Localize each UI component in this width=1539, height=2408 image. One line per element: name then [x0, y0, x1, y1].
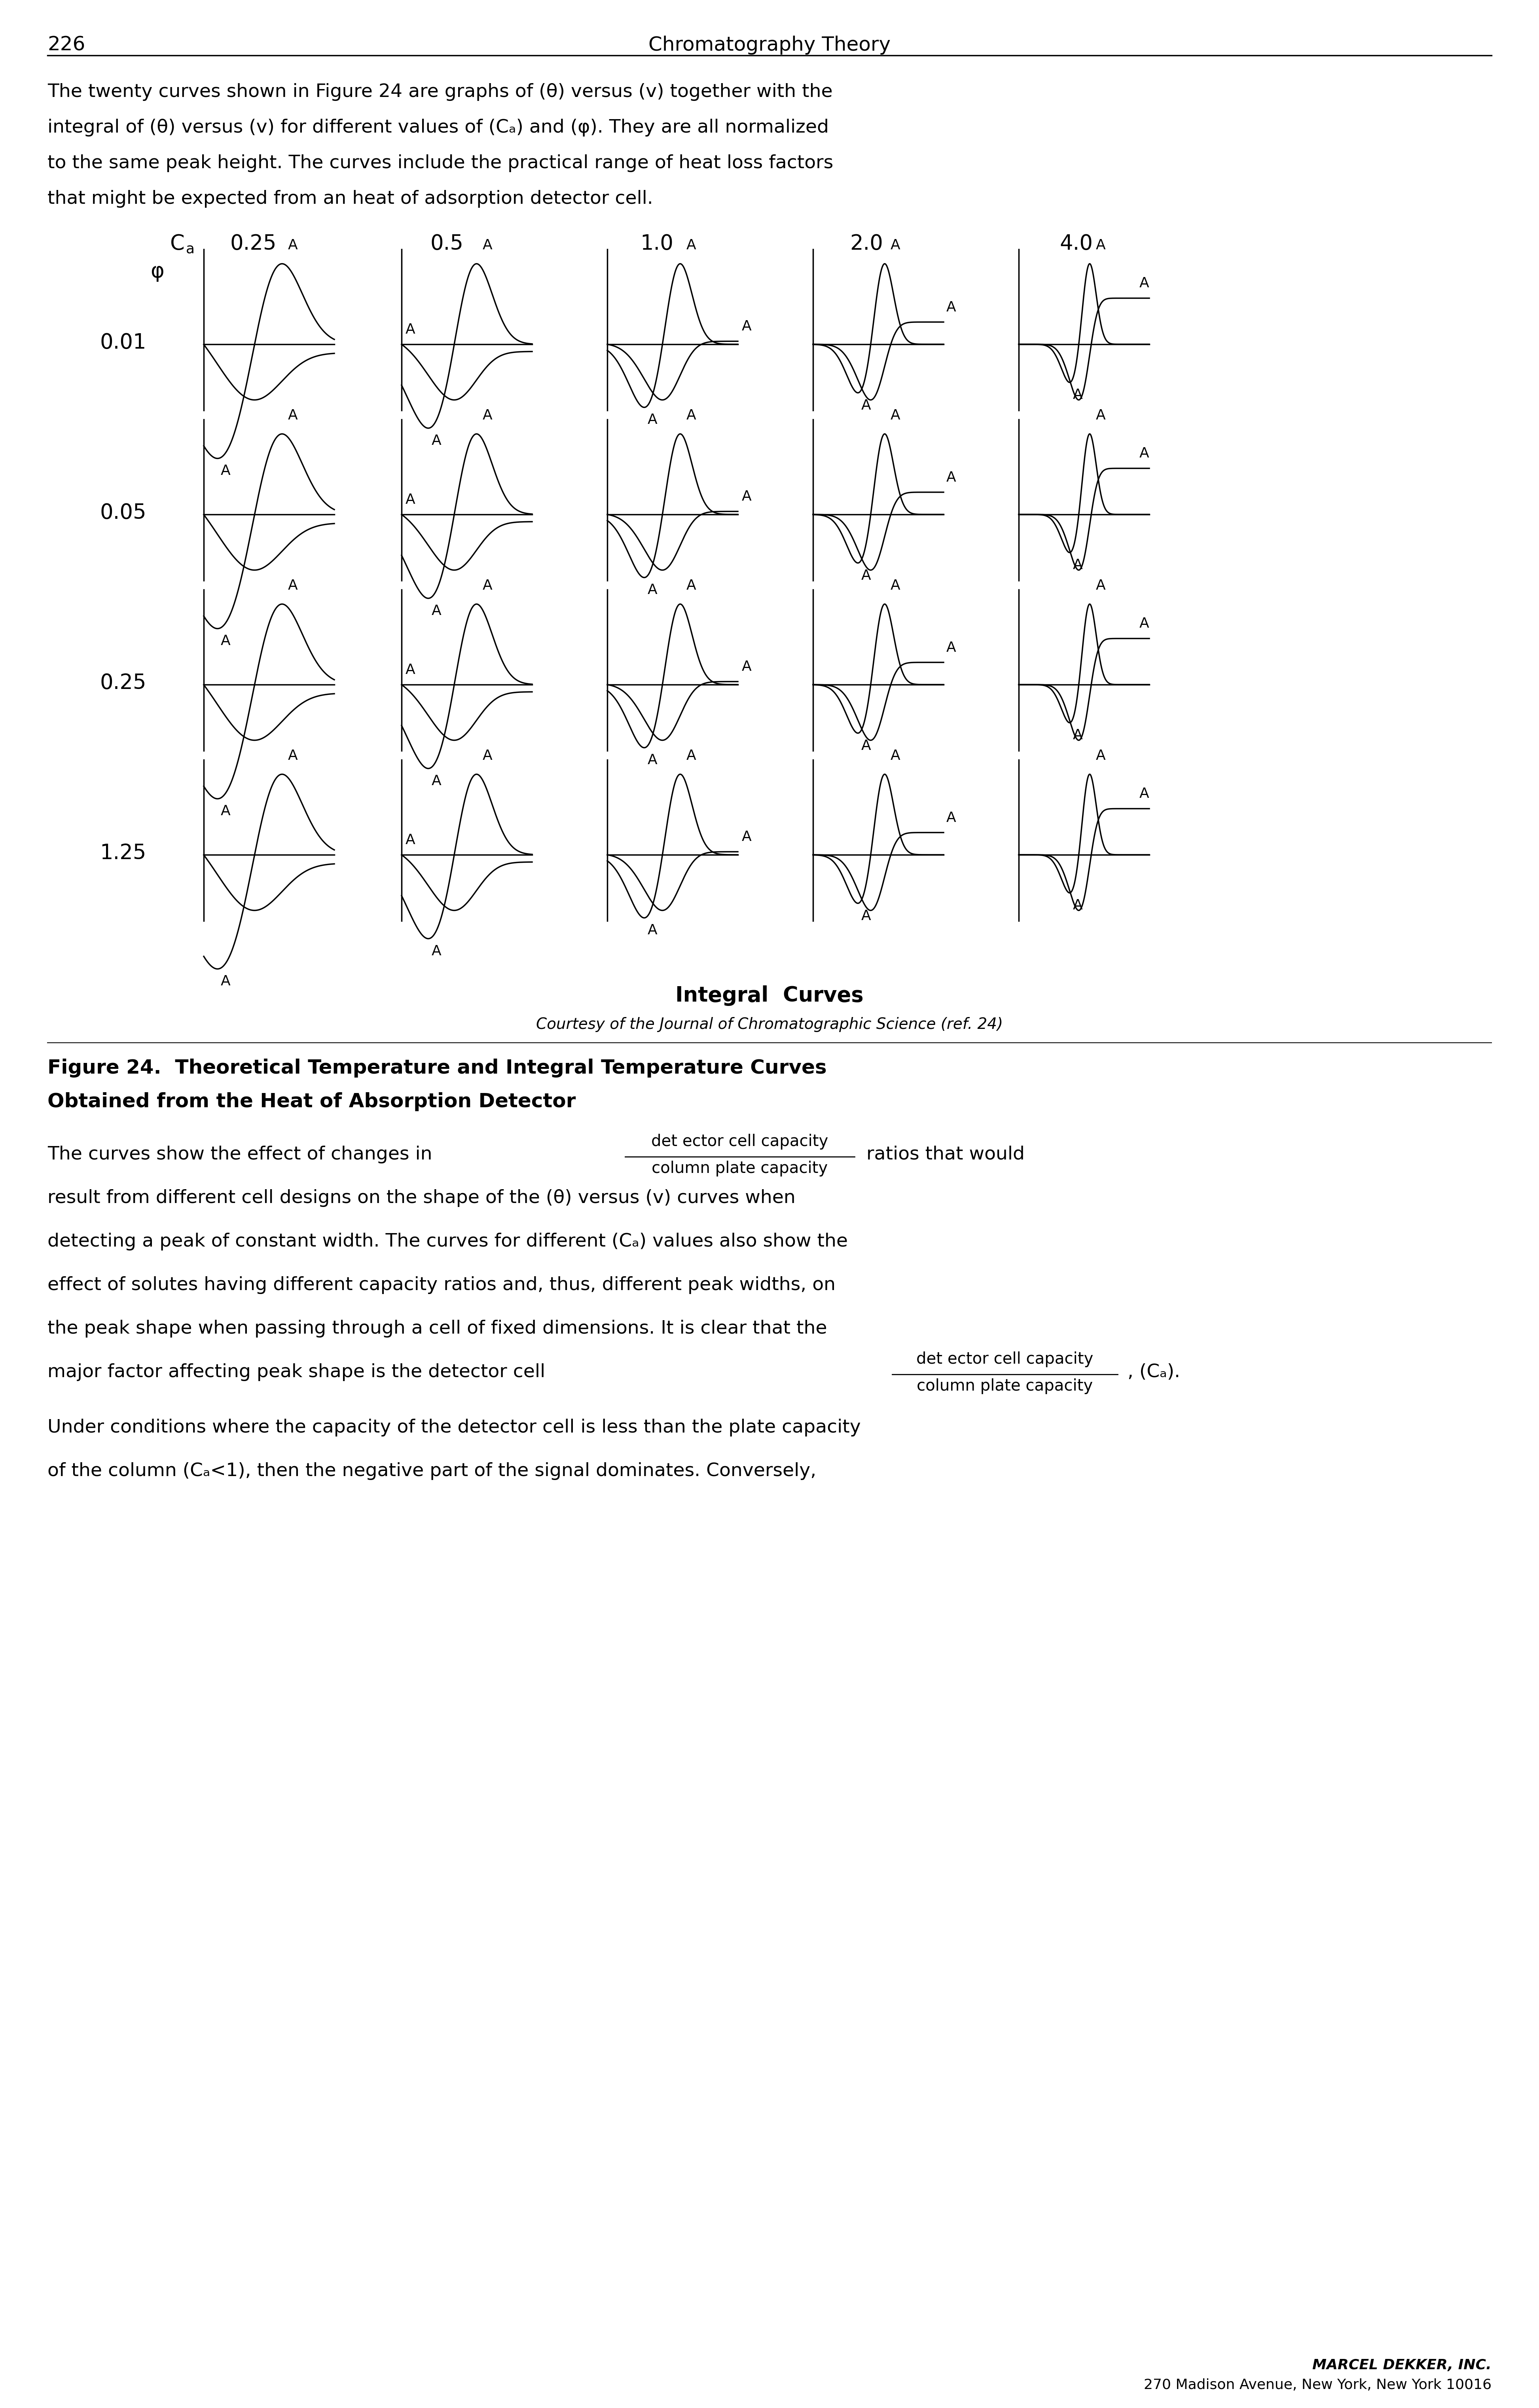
Text: A: A	[742, 831, 751, 843]
Text: A: A	[405, 833, 416, 848]
Text: The curves show the effect of changes in: The curves show the effect of changes in	[48, 1146, 432, 1163]
Text: A: A	[405, 323, 416, 337]
Text: A: A	[483, 749, 492, 763]
Text: MARCEL DEKKER, INC.: MARCEL DEKKER, INC.	[1313, 2357, 1491, 2372]
Text: a: a	[186, 243, 194, 255]
Text: A: A	[891, 749, 900, 763]
Text: A: A	[1073, 388, 1082, 402]
Text: A: A	[860, 400, 871, 412]
Text: A: A	[220, 804, 231, 819]
Text: A: A	[891, 578, 900, 592]
Text: A: A	[860, 910, 871, 922]
Text: A: A	[1096, 749, 1105, 763]
Text: A: A	[483, 578, 492, 592]
Text: A: A	[288, 238, 297, 253]
Text: det ector cell capacity: det ector cell capacity	[651, 1134, 828, 1149]
Text: A: A	[860, 568, 871, 583]
Text: A: A	[860, 739, 871, 754]
Text: A: A	[1073, 730, 1082, 742]
Text: Integral  Curves: Integral Curves	[676, 985, 863, 1007]
Text: A: A	[405, 662, 416, 677]
Text: A: A	[946, 811, 956, 824]
Text: 0.25: 0.25	[100, 672, 146, 694]
Text: A: A	[648, 583, 657, 597]
Text: A: A	[1096, 238, 1105, 253]
Text: of the column (Cₐ<1), then the negative part of the signal dominates. Conversely: of the column (Cₐ<1), then the negative …	[48, 1462, 816, 1481]
Text: The twenty curves shown in Figure 24 are graphs of (θ) versus (v) together with : The twenty curves shown in Figure 24 are…	[48, 84, 833, 101]
Text: 270 Madison Avenue, New York, New York 10016: 270 Madison Avenue, New York, New York 1…	[1143, 2379, 1491, 2391]
Text: A: A	[1139, 787, 1150, 802]
Text: A: A	[742, 491, 751, 503]
Text: A: A	[288, 749, 297, 763]
Text: A: A	[431, 775, 442, 787]
Text: A: A	[946, 472, 956, 484]
Text: A: A	[686, 409, 696, 421]
Text: A: A	[288, 578, 297, 592]
Text: A: A	[1139, 277, 1150, 291]
Text: Chromatography Theory: Chromatography Theory	[648, 36, 891, 55]
Text: A: A	[686, 749, 696, 763]
Text: A: A	[431, 604, 442, 619]
Text: 1.25: 1.25	[100, 843, 146, 864]
Text: A: A	[431, 944, 442, 958]
Text: 4.0: 4.0	[1059, 234, 1093, 255]
Text: , (Cₐ).: , (Cₐ).	[1128, 1363, 1180, 1382]
Text: A: A	[1073, 559, 1082, 573]
Text: effect of solutes having different capacity ratios and, thus, different peak wid: effect of solutes having different capac…	[48, 1276, 836, 1293]
Text: column plate capacity: column plate capacity	[651, 1161, 828, 1178]
Text: that might be expected from an heat of adsorption detector cell.: that might be expected from an heat of a…	[48, 190, 653, 207]
Text: A: A	[686, 578, 696, 592]
Text: A: A	[220, 636, 231, 648]
Text: Under conditions where the capacity of the detector cell is less than the plate : Under conditions where the capacity of t…	[48, 1418, 860, 1438]
Text: the peak shape when passing through a cell of fixed dimensions. It is clear that: the peak shape when passing through a ce…	[48, 1320, 826, 1336]
Text: A: A	[891, 409, 900, 421]
Text: 2.0: 2.0	[850, 234, 883, 255]
Text: A: A	[648, 925, 657, 937]
Text: A: A	[742, 320, 751, 332]
Text: Courtesy of the Journal of Chromatographic Science (ref. 24): Courtesy of the Journal of Chromatograph…	[536, 1016, 1003, 1033]
Text: 0.05: 0.05	[100, 503, 146, 523]
Text: major factor affecting peak shape is the detector cell: major factor affecting peak shape is the…	[48, 1363, 545, 1382]
Text: 0.25: 0.25	[229, 234, 277, 255]
Text: Obtained from the Heat of Absorption Detector: Obtained from the Heat of Absorption Det…	[48, 1093, 576, 1110]
Text: 226: 226	[48, 36, 85, 55]
Text: to the same peak height. The curves include the practical range of heat loss fac: to the same peak height. The curves incl…	[48, 154, 833, 171]
Text: 0.5: 0.5	[431, 234, 463, 255]
Text: C: C	[171, 234, 185, 255]
Text: ratios that would: ratios that would	[866, 1146, 1025, 1163]
Text: result from different cell designs on the shape of the (θ) versus (v) curves whe: result from different cell designs on th…	[48, 1190, 796, 1206]
Text: column plate capacity: column plate capacity	[917, 1377, 1093, 1394]
Text: integral of (θ) versus (v) for different values of (Cₐ) and (φ). They are all no: integral of (θ) versus (v) for different…	[48, 118, 830, 137]
Text: A: A	[1073, 898, 1082, 913]
Text: A: A	[1139, 616, 1150, 631]
Text: A: A	[1139, 448, 1150, 460]
Text: A: A	[648, 754, 657, 768]
Text: A: A	[1096, 578, 1105, 592]
Text: A: A	[1096, 409, 1105, 421]
Text: A: A	[220, 975, 231, 987]
Text: detecting a peak of constant width. The curves for different (Cₐ) values also sh: detecting a peak of constant width. The …	[48, 1233, 848, 1250]
Text: A: A	[288, 409, 297, 421]
Text: A: A	[686, 238, 696, 253]
Text: φ: φ	[151, 260, 165, 282]
Text: A: A	[946, 301, 956, 313]
Text: A: A	[648, 414, 657, 426]
Text: A: A	[483, 238, 492, 253]
Text: det ector cell capacity: det ector cell capacity	[916, 1351, 1093, 1368]
Text: A: A	[220, 465, 231, 477]
Text: 0.01: 0.01	[100, 332, 146, 354]
Text: Figure 24.  Theoretical Temperature and Integral Temperature Curves: Figure 24. Theoretical Temperature and I…	[48, 1060, 826, 1076]
Text: A: A	[742, 660, 751, 674]
Text: A: A	[891, 238, 900, 253]
Text: A: A	[431, 433, 442, 448]
Text: A: A	[946, 641, 956, 655]
Text: 1.0: 1.0	[640, 234, 674, 255]
Text: A: A	[405, 494, 416, 506]
Text: A: A	[483, 409, 492, 421]
